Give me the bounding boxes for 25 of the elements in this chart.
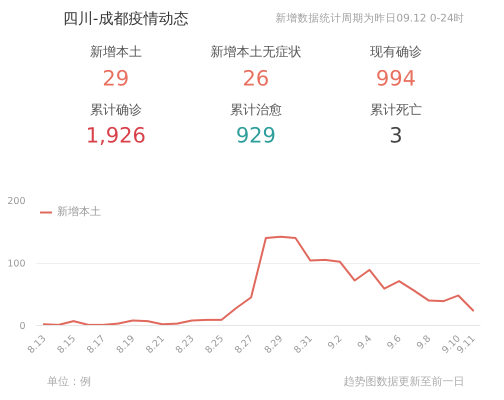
text: 单位：例 bbox=[47, 375, 92, 388]
text: 29 bbox=[102, 66, 130, 90]
text: 1,926 bbox=[86, 124, 146, 148]
x-tick-label: 9.2 bbox=[326, 333, 344, 352]
text: 趋势图数据更新至前一日 bbox=[344, 375, 465, 388]
category-label: 累计确诊 bbox=[90, 103, 142, 118]
text: 26 bbox=[242, 66, 270, 90]
y-tick-label: 100 bbox=[7, 258, 26, 270]
category-label: 累计死亡 bbox=[370, 102, 422, 118]
category-label: 新增本土 bbox=[90, 45, 142, 60]
category-label: 新增本土无症状 bbox=[210, 45, 302, 60]
y-tick-label: 200 bbox=[7, 196, 26, 207]
legend-label: 新增本土 bbox=[57, 204, 101, 219]
category-label: 现有确诊 bbox=[370, 45, 422, 60]
y-tick-label: 0 bbox=[19, 321, 26, 332]
text: 929 bbox=[236, 124, 276, 148]
x-tick-label: 9.6 bbox=[385, 333, 404, 352]
x-tick-label: 9.8 bbox=[414, 333, 434, 352]
text: 新增数据统计周期为昨日09.12 0-24时 bbox=[275, 12, 465, 24]
line-series bbox=[42, 236, 474, 326]
x-tick-label: 9.4 bbox=[356, 333, 374, 352]
text: 994 bbox=[376, 66, 416, 90]
text: 3 bbox=[389, 124, 403, 148]
category-label: 累计治愈 bbox=[230, 103, 282, 118]
text: 四川-成都疫情动态 bbox=[62, 10, 188, 28]
